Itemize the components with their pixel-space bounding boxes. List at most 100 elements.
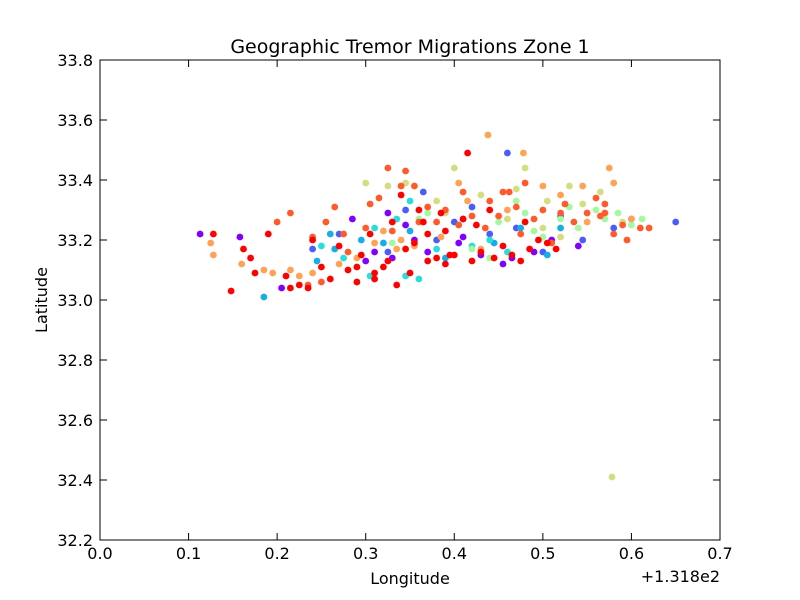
data-point [357,251,365,259]
data-point [486,206,494,214]
y-tick-label: 33.0 [57,291,93,310]
data-point [517,257,525,265]
data-point [601,200,609,208]
data-point [366,230,374,238]
y-tick-label: 32.6 [57,411,93,430]
data-point [543,239,551,247]
data-point [210,251,217,259]
data-point [397,182,405,190]
data-point [437,209,445,217]
data-point [636,224,644,232]
x-axis-label: Longitude [370,569,450,588]
data-points [196,131,680,481]
data-point [251,269,259,277]
y-axis-ticks: 32.2 32.4 32.6 32.8 33.0 33.2 33.4 33.6 33.8 [57,51,720,550]
data-point [260,293,268,301]
data-point [318,242,325,250]
data-point [484,131,492,139]
data-point [433,245,440,253]
data-point [278,284,285,292]
data-point [473,221,480,229]
data-point [455,179,463,187]
data-point [380,263,387,271]
data-point [393,281,401,289]
data-point [287,209,294,217]
data-point [260,266,268,274]
data-point [309,245,316,253]
y-tick-label: 33.6 [57,111,93,130]
data-point [238,260,246,268]
data-point [623,236,631,244]
data-point [335,260,343,268]
data-point [610,224,618,232]
x-tick-label: 0.5 [530,544,555,563]
data-point [210,230,217,238]
data-point [349,215,356,223]
data-point [468,257,476,265]
x-tick-label: 0.0 [87,544,112,563]
data-point [433,218,440,226]
y-tick-label: 32.8 [57,351,93,370]
data-point [397,236,405,244]
data-point [424,257,432,265]
data-point [388,239,396,247]
data-point [397,191,405,199]
data-point [362,257,370,265]
data-point [530,227,538,235]
data-point [269,269,277,277]
data-point [406,269,414,277]
data-point [384,248,392,256]
data-point [468,245,476,253]
data-point [344,266,352,274]
data-point [610,230,618,238]
x-axis-offset-label: +1.318e2 [641,567,720,586]
data-point [504,215,511,223]
data-point [535,236,542,244]
data-point [304,284,312,292]
data-point [495,212,502,220]
data-point [464,197,471,205]
data-point [619,221,626,229]
data-point [490,254,498,262]
x-tick-label: 0.4 [442,544,467,563]
data-point [236,233,244,241]
data-point [592,206,600,214]
data-point [411,182,418,190]
data-point [371,269,378,277]
data-point [424,203,432,211]
data-point [592,194,600,202]
data-point [357,236,365,244]
data-point [638,215,646,223]
data-point [481,224,489,232]
data-point [579,182,587,190]
data-point [552,245,560,253]
data-point [543,251,551,259]
data-point [459,188,467,196]
data-point [313,257,321,265]
data-point [561,200,569,208]
data-point [371,275,378,283]
data-point [419,218,427,226]
data-point [539,206,547,214]
data-point [468,212,476,220]
data-point [371,239,378,247]
data-point [340,230,347,238]
data-point [477,191,485,199]
x-axis-ticks: 0.0 0.1 0.2 0.3 0.4 0.5 0.6 0.7 [87,60,733,563]
data-point [442,260,449,268]
data-point [526,245,533,253]
data-point [402,245,409,253]
data-point [415,206,423,214]
data-point [309,269,316,277]
data-point [459,215,467,223]
y-tick-label: 33.8 [57,51,93,70]
y-tick-label: 33.2 [57,231,93,250]
data-point [499,188,507,196]
data-point [597,212,604,220]
data-point [672,218,680,226]
x-tick-label: 0.3 [353,544,378,563]
data-point [459,233,467,241]
data-point [295,272,303,280]
